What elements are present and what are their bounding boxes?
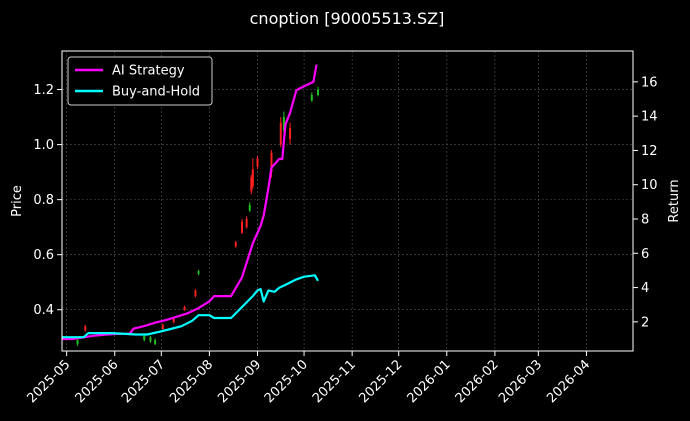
plot-frame [61,50,634,352]
candle-body [234,242,237,247]
legend-label-ai-strategy: AI Strategy [112,64,185,79]
y-axis-right-title: Return [667,179,682,222]
candle-body [197,271,200,274]
candle-body [248,205,251,211]
y-tick-label-right: 16 [641,75,658,90]
y-tick-label-right: 2 [641,315,649,330]
candle-body [282,117,285,131]
candle-body [270,152,273,173]
y-tick-label-left: 0.6 [33,248,54,263]
candle-body [245,218,248,228]
y-tick-label-left: 0.4 [33,303,54,318]
candle-body [149,337,152,342]
candle-body [161,324,164,329]
candle-body [84,326,87,331]
y-tick-label-left: 1.0 [33,138,54,153]
candle-body [279,122,282,145]
candle-body [172,317,175,323]
y-tick-label-right: 8 [641,213,649,228]
y-tick-label-right: 6 [641,247,649,262]
candle-body [256,158,259,167]
candle-body [250,177,253,192]
y-tick-label-right: 10 [641,178,658,193]
candlestick-layer [76,86,320,347]
candle-body [289,128,292,140]
legend: AI Strategy Buy-and-Hold [67,56,213,106]
series-line-buy-and-hold [62,274,319,339]
candle-body [76,339,79,345]
series-lines [62,64,319,341]
candle-body [240,221,243,233]
y-tick-label-right: 4 [641,281,649,296]
chart-title: cnoption [90005513.SZ] [250,9,445,28]
legend-label-buy-and-hold: Buy-and-Hold [112,85,200,100]
y-axis-right: 2 4 6 8 10 12 14 16 [633,75,658,330]
candle-body [183,306,186,310]
y-tick-label-right: 12 [641,144,658,159]
candle-body [143,335,146,340]
candle-body [317,89,320,96]
candle-body [154,339,157,345]
y-tick-label-right: 14 [641,110,658,125]
candle-body [194,290,197,296]
y-axis-left-title: Price [10,185,25,217]
y-axis-left: 0.4 0.6 0.8 1.0 1.2 [33,83,62,318]
candle-body [310,95,313,101]
y-tick-label-left: 1.2 [33,83,54,98]
candle-body [251,169,254,186]
y-tick-label-left: 0.8 [33,193,54,208]
legend-box [67,56,213,106]
